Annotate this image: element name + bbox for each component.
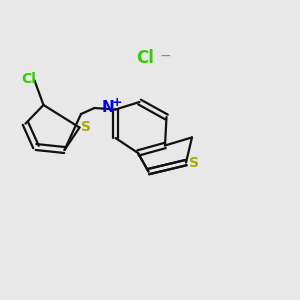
Text: N: N <box>102 100 115 116</box>
Text: +: + <box>112 96 122 110</box>
Text: S: S <box>81 120 91 134</box>
Text: −: − <box>159 49 171 62</box>
Text: S: S <box>189 156 200 170</box>
Text: Cl: Cl <box>22 72 37 86</box>
Text: Cl: Cl <box>136 50 154 68</box>
